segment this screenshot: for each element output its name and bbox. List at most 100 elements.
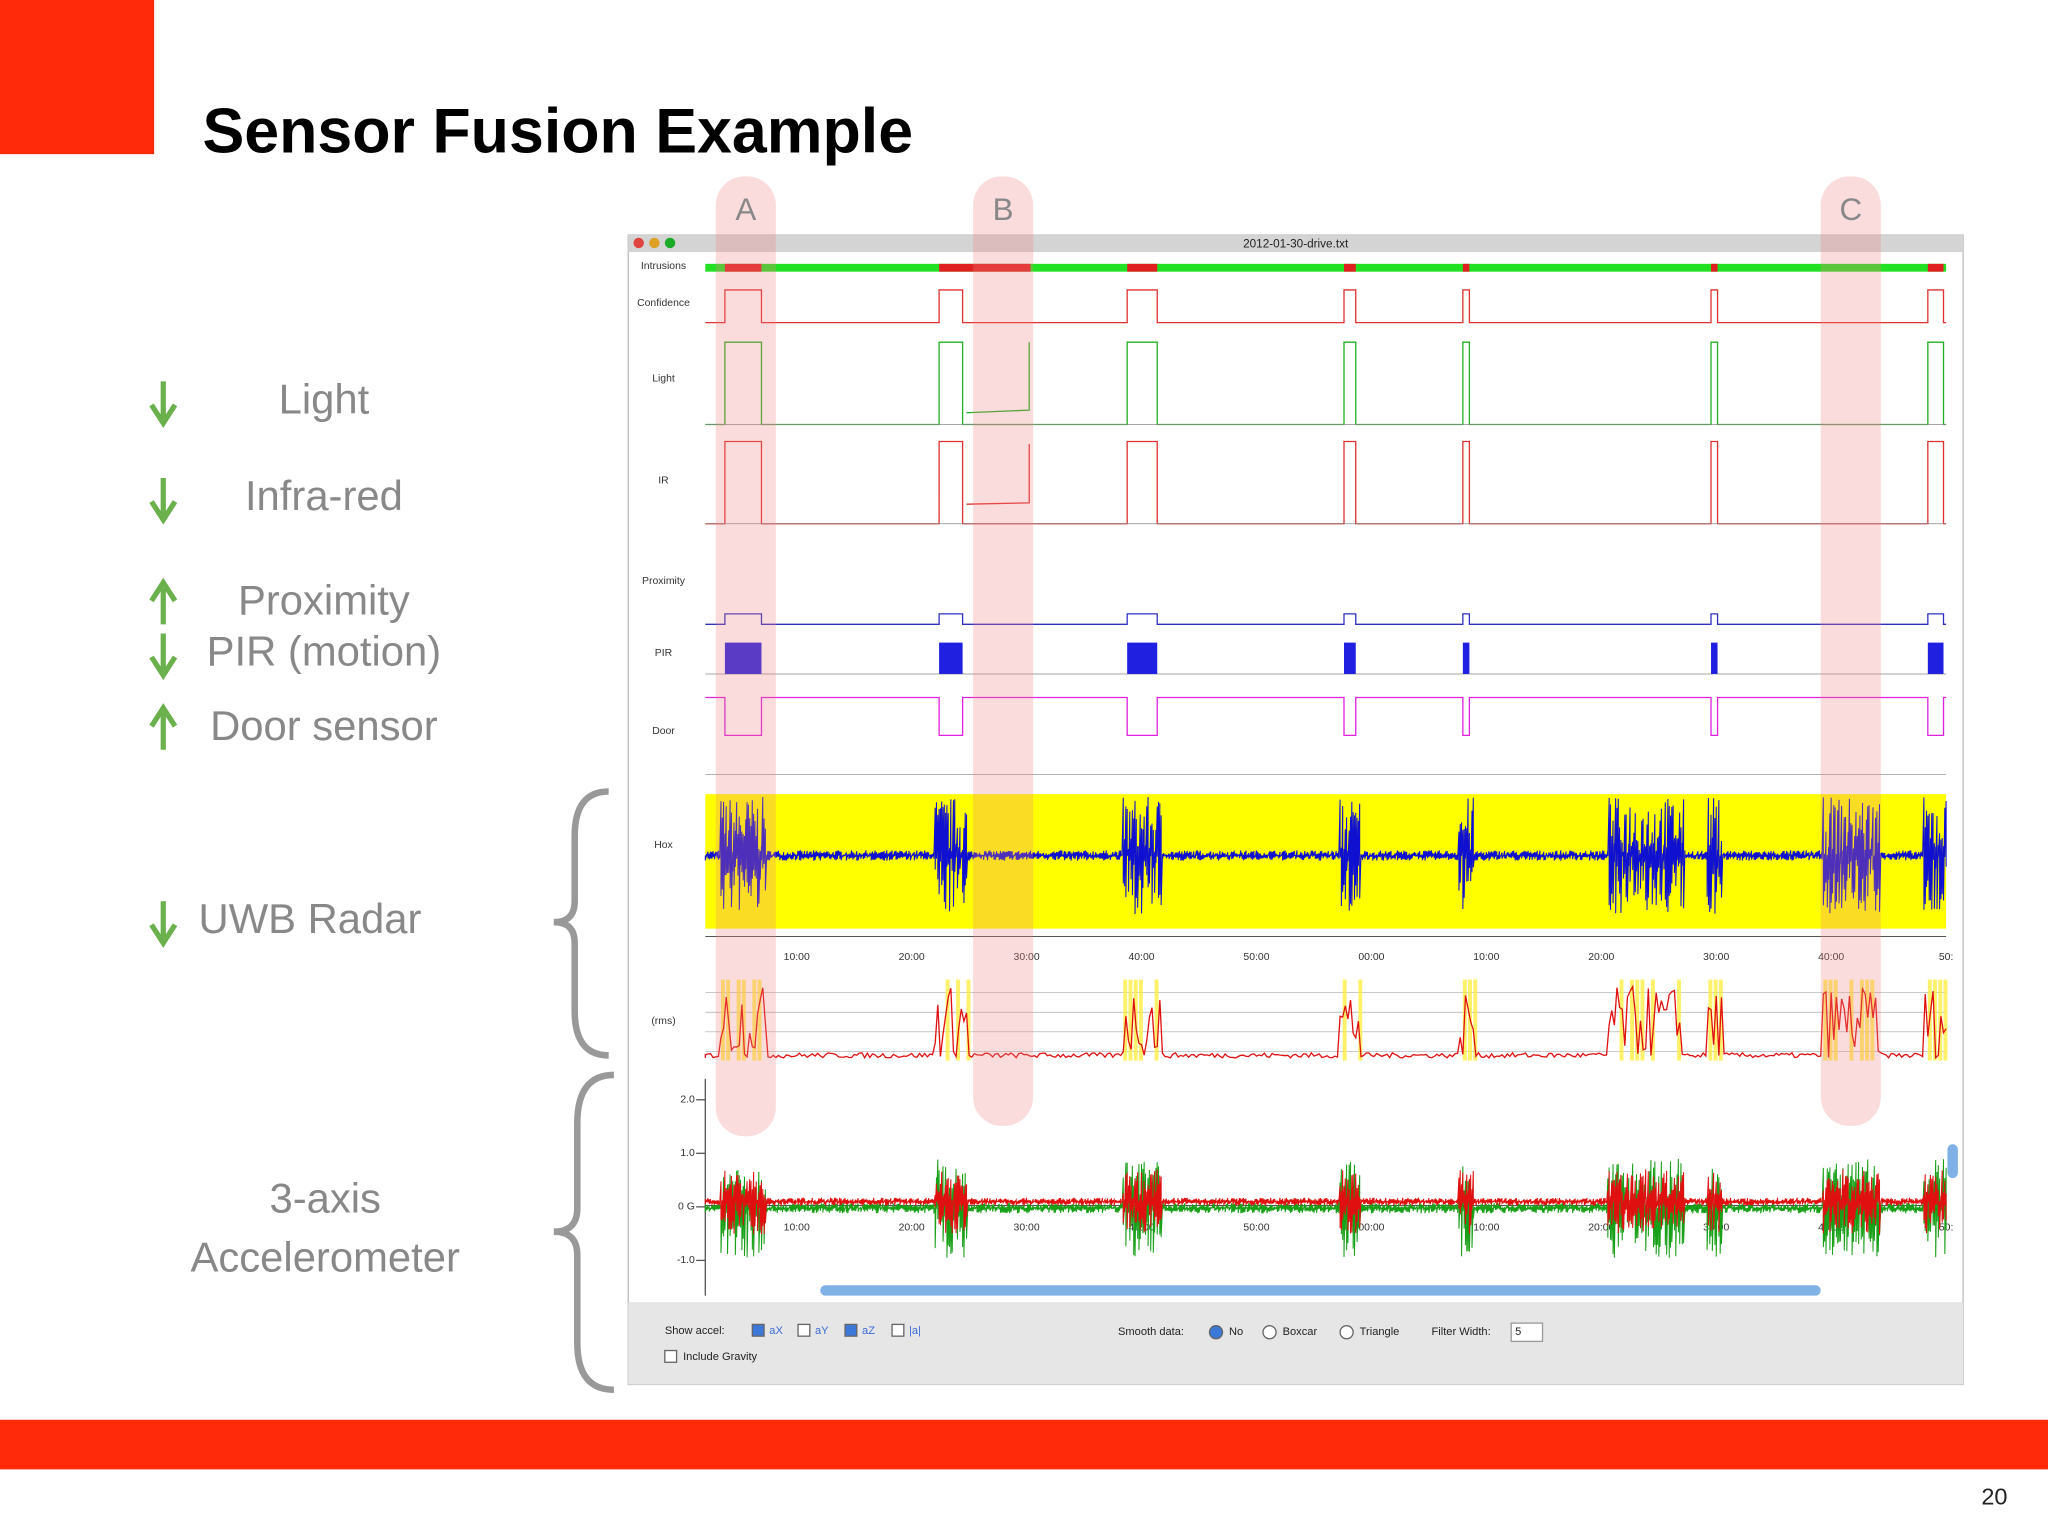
rms-highlight [945,979,950,1061]
rms-highlight [956,979,960,1061]
signal-trace [704,1158,1947,1258]
rms-highlight [1943,979,1948,1061]
rms-highlight [1933,979,1937,1061]
brace [553,788,609,1059]
intrusion-segment [1344,263,1356,272]
control-label: Smooth data: [1118,1326,1184,1338]
time-label: 10:00 [1473,1223,1499,1234]
marker-label: B [993,192,1014,227]
rms-highlight [1865,979,1870,1061]
footer-bar [0,1419,2048,1470]
scrollbar[interactable] [820,1285,1821,1296]
time-label: 40:00 [1128,952,1154,963]
time-label: 50:00 [1243,1223,1269,1234]
rms-highlight [1677,979,1681,1061]
time-label: 00:00 [1358,952,1384,963]
sensor-label: Infra-red [245,472,403,519]
track-label: PIR [655,648,673,659]
control-label: Show accel: [665,1325,725,1337]
intrusion-segment [1711,263,1718,272]
track-label: Confidence [637,298,690,309]
rms-highlight [1619,979,1624,1061]
title-bar [628,235,1964,253]
intrusion-segment [1462,263,1470,272]
pir-block [1127,642,1158,674]
highlight-column [973,176,1034,1126]
checkbox[interactable] [797,1323,811,1337]
checkbox[interactable] [891,1323,905,1337]
rms-highlight [1473,979,1478,1061]
checkbox-label: aX [769,1325,783,1337]
radio-label: Triangle [1360,1326,1400,1338]
v-scrollbar[interactable] [1947,1144,1958,1179]
pir-block [1344,642,1356,674]
checkbox-label: Include Gravity [683,1351,757,1363]
track-label: Intrusions [641,261,686,272]
rms-highlight [736,979,741,1061]
sensor-label: Door sensor [210,702,438,749]
checkbox[interactable] [751,1323,765,1337]
direction-arrow [149,901,178,948]
intrusion-segment [939,263,1031,272]
rms-highlight [1342,979,1347,1061]
control-panel [628,1302,1964,1385]
sensor-label: Accelerometer [191,1233,460,1280]
control-label: Filter Width: [1432,1326,1491,1338]
time-label: 40:00 [1128,1223,1154,1234]
time-label: 30:00 [1014,1223,1040,1234]
pir-block [939,642,963,674]
close-button[interactable] [633,237,644,249]
time-label: 50: [1939,952,1954,963]
zoom-button[interactable] [664,237,676,249]
rms-highlight [752,979,757,1061]
radio-button[interactable] [1339,1325,1354,1340]
rms-trace [704,984,1947,1060]
accel-tick-label: 2.0 [680,1095,695,1106]
time-label: 10:00 [784,952,810,963]
corner-block [0,0,155,155]
highlight-column [1820,176,1881,1126]
direction-arrow [149,577,178,625]
pir-block [724,642,762,674]
pir-block [1462,642,1470,674]
direction-arrow [149,381,178,429]
rms-highlight [1833,979,1838,1061]
rms-highlight [1640,979,1645,1061]
checkbox[interactable] [664,1349,678,1363]
rms-highlight [1635,979,1640,1061]
text-input[interactable] [1510,1322,1544,1343]
track-label: IR [658,475,669,486]
direction-arrow [149,703,178,750]
app-window: 2012-01-30-drive.txt Intrusions Confidenc… [627,234,1964,1386]
radio-label: Boxcar [1283,1326,1318,1338]
checkbox[interactable] [844,1323,858,1337]
signal-trace [704,796,1947,915]
radio-button[interactable] [1208,1325,1224,1340]
track-label: Light [652,374,675,385]
time-label: 00:00 [1358,1223,1384,1234]
minimize-button[interactable] [649,237,660,249]
intrusion-segment [1927,263,1944,272]
time-label: 50:00 [1243,952,1269,963]
input-value: 5 [1515,1326,1521,1338]
sensor-label: PIR (motion) [207,627,441,674]
slide-title: Sensor Fusion Example [202,96,913,166]
rms-highlight [1870,979,1875,1061]
checkbox-label: aZ [862,1325,875,1337]
direction-arrow [149,633,178,681]
rms-highlight [1154,979,1159,1061]
marker-label: A [735,192,756,227]
sensor-label: Proximity [238,576,410,623]
rms-highlight [1630,979,1634,1061]
track-label: Door [652,726,675,737]
highlight-column [715,176,776,1137]
time-label: 10:00 [784,1223,810,1234]
rms-highlight [741,979,746,1061]
signal-trace [705,289,1947,324]
radio-button[interactable] [1262,1325,1277,1340]
time-label: 20:00 [1588,952,1614,963]
intrusion-segment [724,263,762,272]
checkbox-label: |a| [909,1325,921,1337]
